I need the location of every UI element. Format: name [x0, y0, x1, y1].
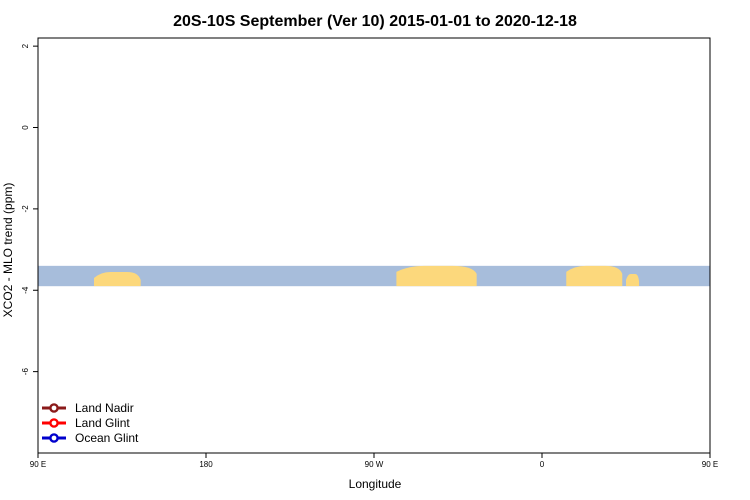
legend-marker [49, 403, 59, 413]
y-tick-label: 2 [21, 43, 30, 48]
x-tick-label: 0 [540, 460, 545, 469]
y-tick-label: -2 [21, 205, 30, 213]
land-shape [94, 271, 141, 287]
y-tick-label: -4 [21, 286, 30, 294]
x-tick-label: 90 E [702, 460, 718, 469]
legend-label: Land Glint [75, 416, 130, 430]
map-strip [38, 265, 710, 287]
legend-label: Ocean Glint [75, 431, 139, 445]
x-tick-label: 90 E [30, 460, 46, 469]
y-tick-label: -6 [21, 368, 30, 376]
land-shape [396, 265, 477, 287]
legend-marker [49, 433, 59, 443]
chart-title: 20S-10S September (Ver 10) 2015-01-01 to… [173, 13, 577, 30]
y-tick-label: 0 [21, 125, 30, 130]
plot-frame [37, 37, 711, 454]
x-tick-label: 180 [199, 460, 213, 469]
land-shape [566, 265, 623, 287]
x-axis-label: Longitude [349, 477, 402, 491]
legend-marker [49, 418, 59, 428]
axes: 90 E 180 90 W 0 90 E 2 0 -2 -4 -6 [21, 43, 718, 469]
y-axis-label: XCO2 - MLO trend (ppm) [1, 183, 15, 318]
land-shape [626, 273, 640, 287]
legend-label: Land Nadir [75, 401, 134, 415]
x-tick-label: 90 W [365, 460, 384, 469]
ocean-band [38, 265, 710, 287]
